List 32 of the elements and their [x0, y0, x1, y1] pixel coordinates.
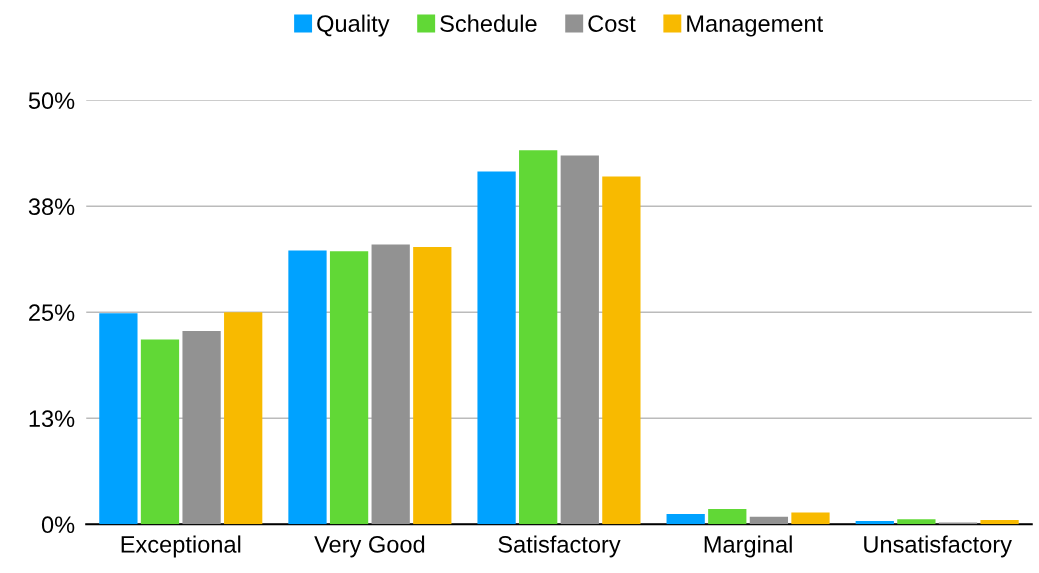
y-tick-label: 13% [29, 410, 75, 428]
x-tick-label: Very Good [314, 535, 425, 558]
bar [371, 244, 410, 525]
y-tick-label: 25% [29, 304, 75, 322]
bar [791, 512, 830, 525]
y-tick-label: 38% [28, 198, 75, 216]
bar [897, 519, 936, 525]
legend-label: Management [687, 15, 823, 37]
bar [140, 339, 180, 525]
bar [329, 251, 369, 525]
x-tick-label: Satisfactory [498, 535, 621, 558]
bar [99, 313, 138, 525]
legend-label: Schedule [440, 14, 537, 32]
bar [224, 312, 263, 525]
bar [666, 514, 705, 525]
x-tick-label: Marginal [704, 535, 792, 558]
y-tick-label: 0% [41, 516, 75, 534]
bar [602, 176, 641, 525]
bar [288, 250, 327, 525]
legend-label: Quality [317, 14, 390, 37]
x-tick-label: Unsatisfactory [864, 535, 1012, 558]
bar [980, 520, 1019, 525]
bar [477, 171, 516, 525]
bar [519, 150, 558, 525]
bar [708, 509, 747, 525]
y-tick-label: 50% [28, 92, 75, 110]
bar [413, 246, 452, 525]
bar [749, 516, 789, 525]
bar [182, 330, 221, 525]
legend-label: Cost [588, 15, 636, 32]
x-tick-label: Exceptional [121, 535, 241, 558]
bar [560, 155, 599, 525]
